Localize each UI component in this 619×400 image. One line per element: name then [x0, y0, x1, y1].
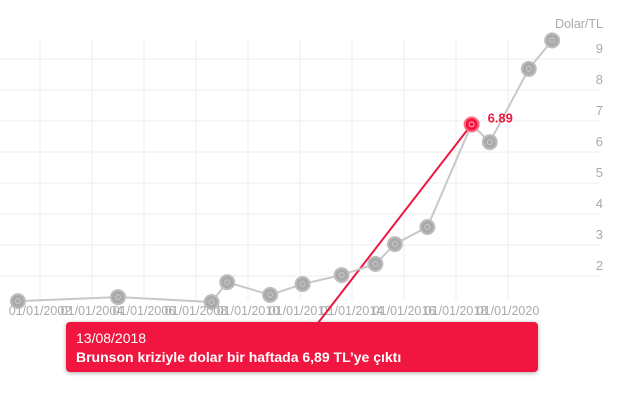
annotation-date: 13/08/2018	[76, 330, 147, 346]
data-point	[367, 255, 384, 272]
data-point	[262, 286, 279, 303]
data-point	[110, 289, 126, 306]
data-point-center	[424, 224, 431, 231]
x-tick-label: 01/01/2016	[373, 304, 436, 318]
annotation-connector	[317, 123, 473, 324]
series-line	[17, 39, 553, 304]
y-tick-label: 9	[596, 41, 603, 56]
highlight-value-label: 6.89	[488, 110, 513, 125]
y-tick-label: 7	[596, 103, 603, 118]
data-point-center	[549, 37, 556, 44]
x-tick-label: 01/01/2006	[113, 304, 176, 318]
y-tick-label: 6	[596, 134, 603, 149]
data-point	[203, 294, 220, 311]
data-point-center	[14, 298, 21, 305]
data-point	[294, 276, 311, 293]
data-point-center	[299, 281, 306, 288]
data-point	[419, 219, 436, 236]
data-point	[386, 236, 403, 253]
data-point-center	[115, 294, 121, 301]
y-tick-label: 5	[596, 165, 603, 180]
x-tick-label: 01/01/2014	[321, 304, 384, 318]
data-point-center	[338, 272, 345, 279]
data-point-center	[391, 241, 398, 248]
data-point-center	[525, 65, 532, 72]
y-axis-title: Dolar/TL	[555, 17, 603, 31]
x-tick-label: 01/01/2010	[217, 304, 280, 318]
y-tick-label: 8	[596, 72, 603, 87]
x-tick-label: 01/01/2018	[425, 304, 488, 318]
data-point	[544, 32, 561, 49]
data-point-center	[267, 291, 274, 298]
highlight-point	[463, 116, 480, 133]
data-point-center	[208, 299, 215, 306]
x-tick-label: 01/01/2012	[269, 304, 332, 318]
data-point	[333, 267, 350, 284]
x-tick-label: 01/01/2002	[9, 304, 72, 318]
data-point-center	[486, 139, 493, 146]
data-point	[520, 60, 537, 77]
data-point	[219, 274, 236, 291]
data-point-center	[372, 260, 379, 267]
y-tick-label: 4	[596, 196, 603, 211]
y-tick-label: 2	[596, 258, 603, 273]
x-tick-label: 01/01/2020	[477, 304, 540, 318]
x-tick-label: 01/01/2004	[61, 304, 124, 318]
data-point	[481, 134, 498, 151]
data-point-center	[224, 279, 231, 286]
data-point-center	[468, 121, 475, 128]
annotation-text: Brunson kriziyle dolar bir haftada 6,89 …	[76, 349, 402, 365]
y-tick-label: 3	[596, 227, 603, 242]
annotation-tooltip: 13/08/2018 Brunson kriziyle dolar bir ha…	[66, 322, 538, 372]
data-point	[9, 293, 26, 310]
